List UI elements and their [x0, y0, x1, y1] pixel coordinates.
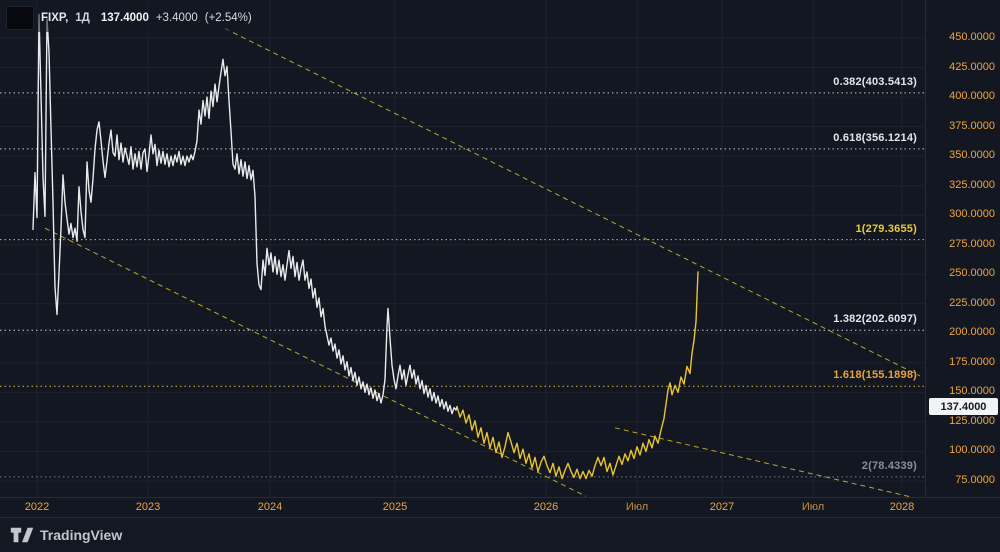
price-axis-label: 425.0000 [949, 60, 995, 73]
time-axis[interactable]: 2022 2023 2024 2025 2026 Июл 2027 Июл 2028 [0, 497, 1000, 518]
symbol-legend[interactable]: FIXP, 1Д 137.4000 +3.4000 (+2.54%) [4, 4, 262, 32]
price-axis-label: 125.0000 [949, 414, 995, 427]
price-series-projection[interactable] [456, 271, 699, 480]
time-axis-label: 2028 [889, 501, 915, 513]
time-axis-label: 2027 [709, 501, 735, 513]
price-series-history[interactable] [32, 13, 458, 415]
price-change-percent: (+2.54%) [204, 12, 252, 24]
tradingview-brand-text: TradingView [40, 527, 123, 543]
price-axis-label: 325.0000 [949, 178, 995, 191]
price-axis-label: 175.0000 [949, 355, 995, 368]
time-axis-label: 2024 [257, 501, 283, 513]
price-axis-label: 400.0000 [949, 90, 995, 103]
time-axis-label: 2022 [24, 501, 50, 513]
time-axis-label: Июл [625, 501, 649, 513]
price-axis-label: 300.0000 [949, 208, 995, 221]
symbol-logo [6, 6, 34, 30]
price-axis-label: 275.0000 [949, 237, 995, 250]
chart-plot-area[interactable]: 0.382(403.5413) 0.618(356.1214) 1(279.3655… [0, 0, 925, 497]
price-axis-label: 250.0000 [949, 267, 995, 280]
price-axis-label: 200.0000 [949, 326, 995, 339]
price-axis-label: 350.0000 [949, 149, 995, 162]
time-axis-label: Июл [801, 501, 825, 513]
time-axis-label: 2023 [135, 501, 161, 513]
upper-channel-line[interactable] [224, 28, 921, 377]
interval-label[interactable]: 1Д [75, 12, 90, 24]
price-axis-label: 75.0000 [955, 473, 995, 486]
symbol-name[interactable]: FIXP, [41, 12, 69, 24]
tradingview-logo-icon [10, 527, 34, 543]
price-axis-label: 150.0000 [949, 385, 995, 398]
last-price: 137.4000 [100, 12, 149, 24]
current-price-badge: 137.4000 [929, 398, 998, 416]
price-axis-label: 375.0000 [949, 119, 995, 132]
time-axis-label: 2025 [382, 501, 408, 513]
price-axis-label: 225.0000 [949, 296, 995, 309]
middle-channel-line[interactable] [44, 227, 587, 497]
footer-bar: TradingView [0, 517, 1000, 552]
plot-svg [0, 0, 925, 497]
price-axis[interactable]: 137.4000 450.0000 425.0000 400.0000 375.000… [925, 0, 1000, 497]
price-axis-label: 100.0000 [949, 444, 995, 457]
price-change: +3.4000 [155, 12, 198, 24]
lower-channel-line[interactable] [614, 427, 925, 497]
time-axis-label: 2026 [533, 501, 559, 513]
tradingview-logo-link[interactable]: TradingView [10, 526, 122, 544]
price-axis-label: 450.0000 [949, 31, 995, 43]
